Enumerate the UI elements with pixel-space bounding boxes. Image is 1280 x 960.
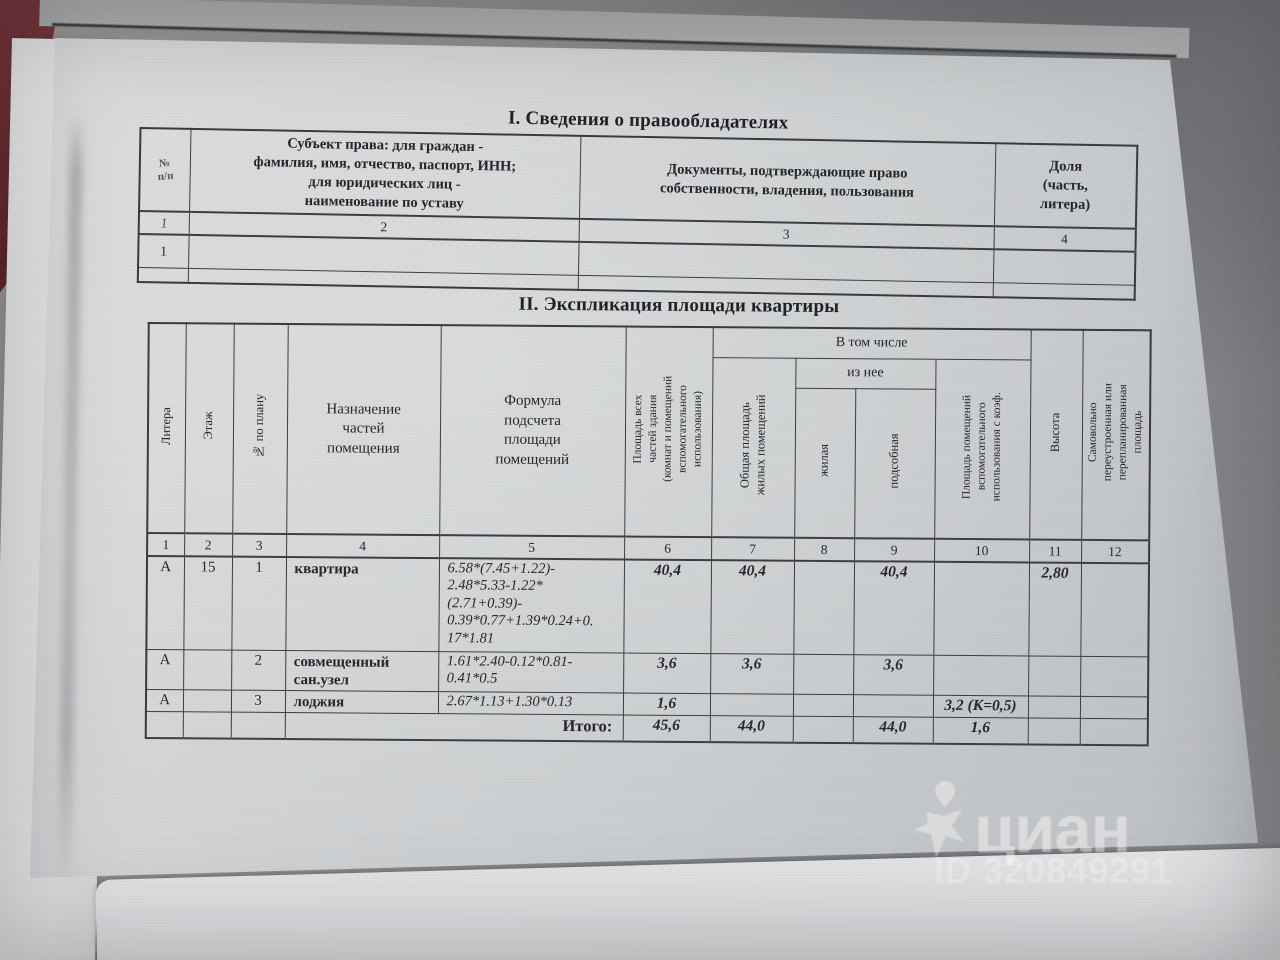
total-area-cell: 44,0 (709, 715, 793, 743)
table2-header-band1: Литера Этаж № по плану Назначение частей… (147, 323, 1151, 541)
area-cell (1080, 655, 1149, 697)
purpose-header: Назначение частей помещения (286, 324, 441, 536)
total-area-cell: 1,6 (932, 717, 1028, 745)
total-label: Итого: (284, 712, 623, 742)
share-cell (992, 249, 1136, 286)
unauthorized-area-header: Самовольно переустроенная или перепланир… (1081, 329, 1151, 541)
height-cell (1028, 655, 1081, 697)
area-cell: 3,6 (623, 652, 711, 694)
plan-number-header: № по плану (232, 323, 288, 535)
plan-number-cell: 2 (231, 649, 286, 691)
numbering-cell: 11 (1029, 539, 1082, 563)
area-cell (1079, 696, 1149, 719)
col-share-header: Доля (часть, литера) (993, 143, 1138, 230)
area-cell (793, 653, 854, 695)
numbering-cell: 8 (794, 537, 855, 562)
floor-cell: 15 (183, 556, 233, 650)
numbering-cell: 1 (147, 533, 185, 557)
total-living-header: Общая площадь жилых помещений (711, 357, 796, 538)
of-it-header: из нее (795, 357, 936, 389)
floor-header: Этаж (184, 323, 234, 534)
floor-cell (183, 649, 232, 691)
area-cell (792, 694, 854, 717)
col-documents-header: Документы, подтверждающие право собствен… (578, 135, 996, 227)
area-cell: 3,6 (710, 653, 794, 695)
area-cell (852, 694, 934, 718)
numbering-cell: 3 (232, 533, 287, 558)
height-cell (1027, 695, 1081, 719)
col-subject-header: Субъект права: для граждан - фамилия, им… (189, 128, 581, 220)
numbering-cell: 6 (624, 536, 712, 561)
numbering-cell: 12 (1081, 539, 1150, 564)
floor-cell (182, 689, 232, 712)
formula-cell: 1.61*2.40-0.12*0.81- 0.41*0.5 (438, 651, 624, 693)
table-row: А 2 совмещенный сан.узел 1.61*2.40-0.12*… (146, 648, 1149, 697)
formula-cell: 2.67*1.13+1.30*0.13 (437, 691, 624, 715)
room-name-cell: совмещенный сан.узел (285, 650, 439, 692)
total-area-cell (792, 715, 853, 744)
litera-cell: А (146, 648, 184, 690)
area-cell (1080, 562, 1150, 657)
formula-header: Формула подсчета площади помещений (439, 325, 626, 537)
litera-cell: А (146, 556, 185, 650)
total-area-cell (1027, 717, 1080, 746)
area-cell (793, 560, 855, 655)
numbering-cell: 10 (934, 538, 1030, 563)
numbering-cell: 1 (137, 211, 191, 236)
litera-cell: А (145, 689, 184, 712)
plan-number-cell: 1 (231, 556, 287, 651)
area-cell: 1,6 (622, 692, 711, 716)
numbering-cell: 2 (184, 533, 233, 557)
area-cell: 40,4 (853, 561, 935, 655)
plan-number-cell: 3 (230, 690, 286, 713)
total-area-cell (1079, 718, 1148, 746)
including-header: В том числе (712, 327, 1031, 360)
numbering-cell: 9 (854, 538, 935, 562)
row-number-cell: 1 (138, 234, 189, 269)
room-name-cell: лоджия (284, 690, 439, 714)
numbering-cell: 4 (286, 534, 440, 559)
living-header: жилая (794, 387, 856, 539)
area-cell: 40,4 (710, 560, 795, 654)
col-number-header: № п/п (136, 126, 194, 214)
numbering-cell: 4 (993, 226, 1136, 253)
area-coef-cell: 3,2 (К=0,5) (932, 695, 1029, 718)
area-cell (933, 561, 1030, 656)
area-all-header: Площадь всех частей здания (комнат и пом… (624, 326, 713, 538)
area-cell (709, 693, 794, 716)
total-area-cell: 44,0 (852, 716, 933, 745)
total-area-cell: 45,6 (622, 714, 710, 743)
numbering-cell: 7 (711, 537, 795, 561)
area-cell: 3,6 (853, 654, 934, 696)
rights-holders-table: № п/п Субъект права: для граждан - фамил… (136, 126, 1139, 302)
aux-area-header: Площадь помещений вспомогательного испол… (934, 358, 1031, 540)
room-name-cell: квартира (285, 557, 440, 652)
utility-header: подсобная (854, 388, 936, 539)
height-cell: 2,80 (1028, 562, 1082, 656)
height-header: Высота (1029, 329, 1083, 540)
section-rights-holders: I. Сведения о правообладателях № п/п Суб… (136, 101, 1139, 302)
litera-header: Литера (147, 323, 186, 534)
formula-cell: 6.58*(7.45+1.22)- 2.48*5.33-1.22* (2.71+… (438, 558, 625, 653)
explication-table: Литера Этаж № по плану Назначение частей… (144, 321, 1152, 747)
numbering-cell: 5 (439, 535, 625, 560)
table-row: А 15 1 квартира 6.58*(7.45+1.22)- 2.48*5… (146, 556, 1150, 657)
section-explication: II. Экспликация площади квартиры Литера … (144, 291, 1152, 747)
area-cell (933, 654, 1029, 696)
area-cell: 40,4 (623, 559, 712, 654)
